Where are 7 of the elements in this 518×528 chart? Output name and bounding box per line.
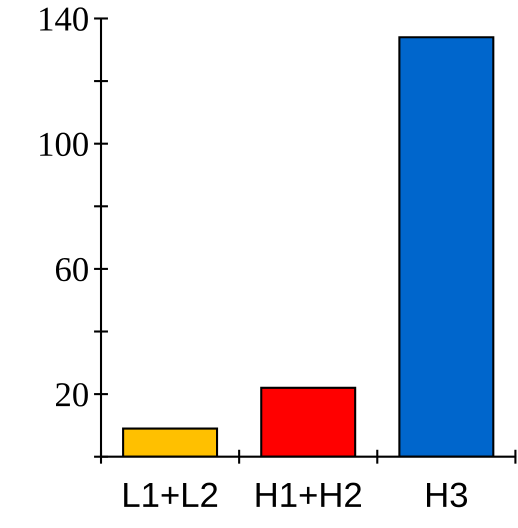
x-tick-label: L1+L2: [124, 482, 218, 507]
y-tick-label: 20: [56, 383, 88, 407]
x-tick-label: H1+H2: [256, 482, 361, 507]
y-tick-label: 100: [40, 132, 88, 156]
y-tick-label: 60: [56, 258, 88, 282]
y-tick-label: 140: [40, 7, 88, 31]
x-tick-label: H3: [427, 482, 468, 508]
